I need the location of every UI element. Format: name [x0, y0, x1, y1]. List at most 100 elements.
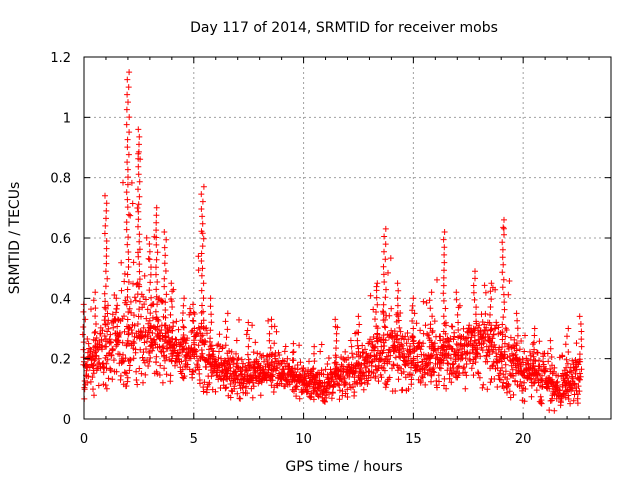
data-point	[500, 224, 507, 231]
data-point	[530, 353, 537, 360]
data-point	[140, 324, 147, 331]
data-point	[219, 344, 226, 351]
data-point	[153, 256, 160, 263]
data-point	[233, 360, 240, 367]
data-point	[386, 374, 393, 381]
data-point	[440, 357, 447, 364]
data-point	[348, 343, 355, 350]
data-point	[477, 353, 484, 360]
data-point	[154, 249, 161, 256]
data-point	[531, 332, 538, 339]
data-point	[373, 352, 380, 358]
data-point	[107, 367, 114, 374]
data-point	[576, 313, 583, 320]
data-point	[441, 229, 448, 235]
data-point	[440, 297, 447, 304]
data-point	[126, 129, 133, 136]
data-point	[314, 388, 320, 395]
data-point	[160, 343, 167, 350]
data-point	[514, 332, 521, 339]
data-point	[514, 325, 521, 332]
data-point	[405, 386, 412, 392]
data-point	[417, 378, 424, 385]
data-point	[471, 332, 478, 339]
data-point	[180, 332, 187, 338]
data-point	[499, 364, 505, 371]
data-point	[296, 342, 303, 349]
data-point	[400, 345, 407, 352]
data-point	[144, 306, 151, 313]
data-point	[161, 260, 168, 267]
data-point	[420, 298, 427, 305]
data-point	[195, 267, 202, 274]
data-point	[127, 357, 134, 363]
data-point	[149, 330, 156, 336]
data-point	[529, 360, 536, 367]
data-point	[146, 287, 153, 294]
data-point	[108, 339, 114, 346]
data-point	[504, 376, 511, 382]
data-point	[145, 363, 152, 369]
data-point	[501, 306, 508, 313]
data-point	[536, 338, 543, 345]
data-point	[311, 379, 318, 386]
data-point	[409, 302, 416, 309]
data-point	[105, 375, 112, 382]
data-point	[410, 295, 417, 302]
data-point	[197, 380, 203, 387]
data-point	[513, 354, 520, 361]
data-point	[135, 313, 142, 320]
data-point	[547, 337, 554, 344]
data-point	[162, 307, 169, 313]
data-point	[429, 313, 436, 320]
data-point	[414, 359, 421, 366]
data-point	[120, 179, 126, 186]
data-point	[223, 334, 230, 341]
data-point	[257, 392, 264, 399]
y-tick-label: 1	[63, 111, 71, 126]
data-point	[135, 163, 142, 170]
data-point	[474, 369, 481, 376]
data-point	[136, 133, 143, 140]
data-point	[233, 337, 240, 344]
data-point	[103, 238, 110, 244]
data-point	[400, 368, 407, 375]
data-point	[180, 324, 187, 331]
data-point	[191, 341, 198, 348]
data-point	[124, 374, 131, 381]
data-point	[201, 379, 208, 386]
data-point	[194, 329, 201, 336]
data-point	[88, 356, 95, 363]
data-point	[80, 308, 87, 315]
data-point	[517, 378, 524, 385]
data-point	[536, 357, 542, 364]
data-point	[135, 223, 141, 230]
data-point	[533, 387, 540, 394]
data-point	[133, 377, 140, 383]
data-point	[546, 407, 553, 414]
data-point	[273, 328, 280, 335]
data-point	[388, 333, 395, 340]
data-point	[140, 349, 147, 356]
data-point	[484, 386, 491, 393]
data-point	[380, 332, 387, 339]
data-point	[118, 259, 125, 266]
data-point	[137, 346, 144, 353]
data-point	[528, 393, 535, 400]
data-point	[229, 355, 236, 362]
data-point	[268, 323, 275, 330]
data-point	[290, 373, 297, 380]
data-point	[294, 366, 301, 373]
data-point	[563, 364, 570, 371]
data-point	[162, 338, 168, 345]
data-point	[487, 379, 494, 386]
data-point	[203, 364, 210, 370]
data-point	[382, 316, 388, 323]
data-point	[119, 339, 126, 346]
data-point	[380, 309, 387, 316]
data-point	[102, 382, 109, 389]
data-point	[403, 340, 410, 347]
data-point	[570, 397, 577, 404]
data-point	[333, 330, 340, 337]
data-point	[472, 355, 479, 362]
